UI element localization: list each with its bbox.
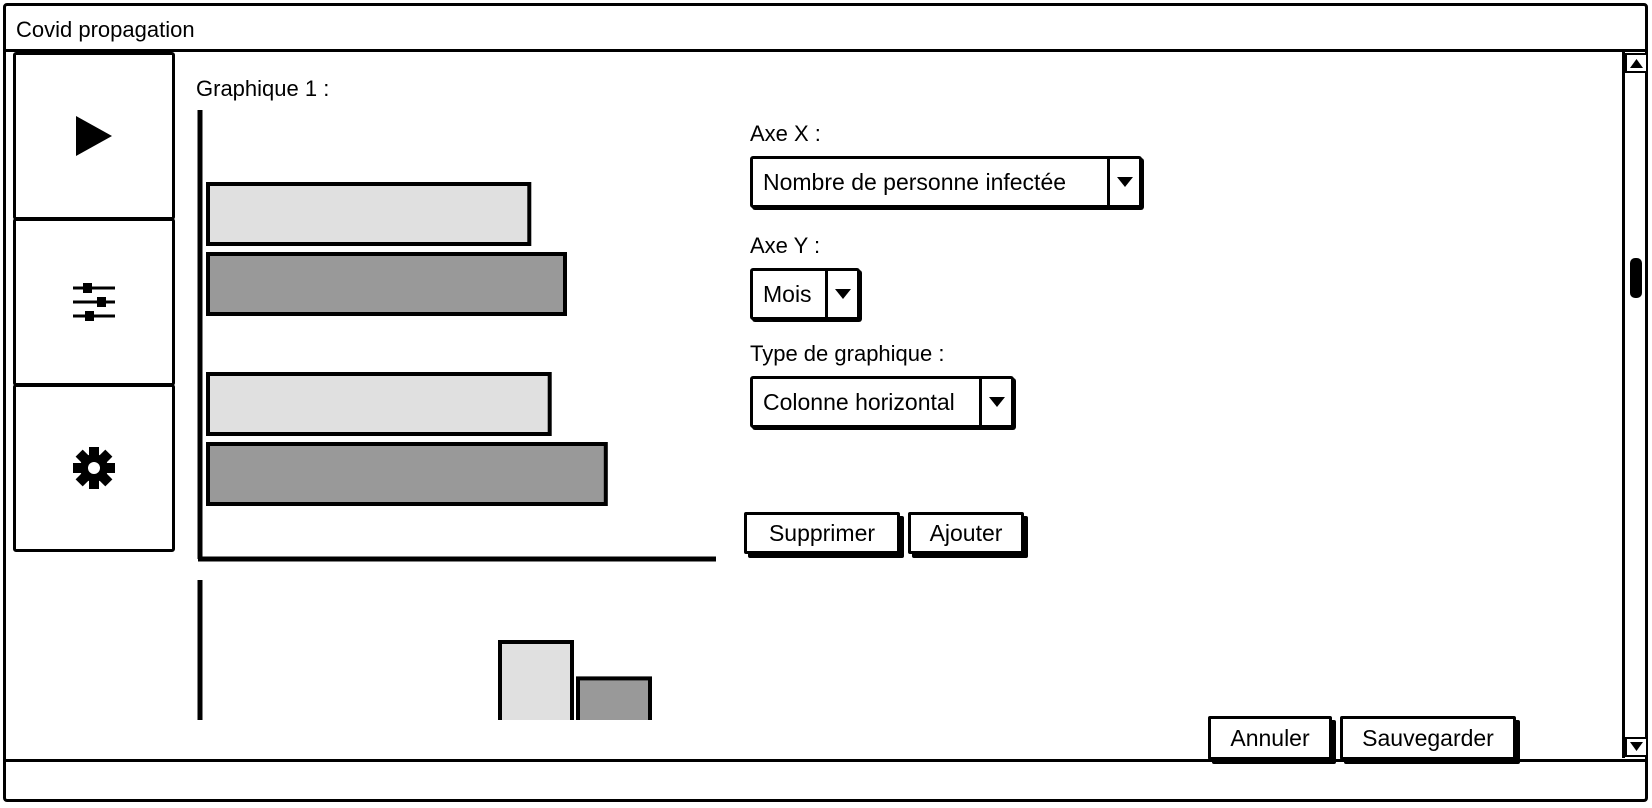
bar-2-series-1 (206, 372, 552, 436)
play-icon (76, 116, 112, 156)
bar-1-series-1 (206, 182, 532, 246)
bar-1-series-2 (206, 252, 567, 316)
chevron-down-icon (979, 379, 1011, 425)
chart-type-label: Type de graphique : (750, 341, 945, 366)
window-title: Covid propagation (16, 17, 195, 42)
add-button[interactable]: Ajouter (908, 512, 1024, 554)
chart-type-select[interactable]: Colonne horizontal (750, 376, 1014, 428)
cancel-button[interactable]: Annuler (1208, 716, 1332, 760)
axe-y-label: Axe Y : (750, 233, 821, 258)
axe-y-select[interactable]: Mois (750, 268, 860, 320)
bar-chart-vertical (197, 580, 652, 720)
settings-button[interactable] (13, 384, 175, 552)
axe-y-value: Mois (763, 280, 812, 307)
footer-divider (6, 759, 1645, 762)
save-button[interactable]: Sauvegarder (1340, 716, 1516, 760)
arrow-up-icon (1630, 59, 1643, 68)
scroll-thumb (1630, 258, 1642, 298)
vbar-2-series-2 (576, 676, 652, 720)
axe-x-label: Axe X : (750, 121, 821, 146)
vertical-scrollbar[interactable] (1622, 52, 1648, 758)
app-window: Covid propagation (3, 3, 1648, 802)
vbar-2-series-1 (498, 640, 574, 720)
play-button[interactable] (13, 52, 175, 220)
axe-x-select[interactable]: Nombre de personne infectée (750, 156, 1142, 208)
delete-button[interactable]: Supprimer (744, 512, 900, 554)
sliders-icon (73, 283, 115, 321)
chart-type-value: Colonne horizontal (763, 388, 955, 415)
gear-icon (73, 447, 115, 489)
filters-button[interactable] (13, 218, 175, 386)
graph-title: Graphique 1 : (196, 76, 330, 101)
bar-2-series-2 (206, 442, 608, 506)
axe-x-value: Nombre de personne infectée (763, 168, 1067, 195)
bar-chart-horizontal (197, 110, 716, 562)
chevron-down-icon (825, 271, 857, 317)
title-bar: Covid propagation (6, 6, 1645, 52)
chevron-down-icon (1107, 159, 1139, 205)
arrow-down-icon (1630, 742, 1643, 751)
